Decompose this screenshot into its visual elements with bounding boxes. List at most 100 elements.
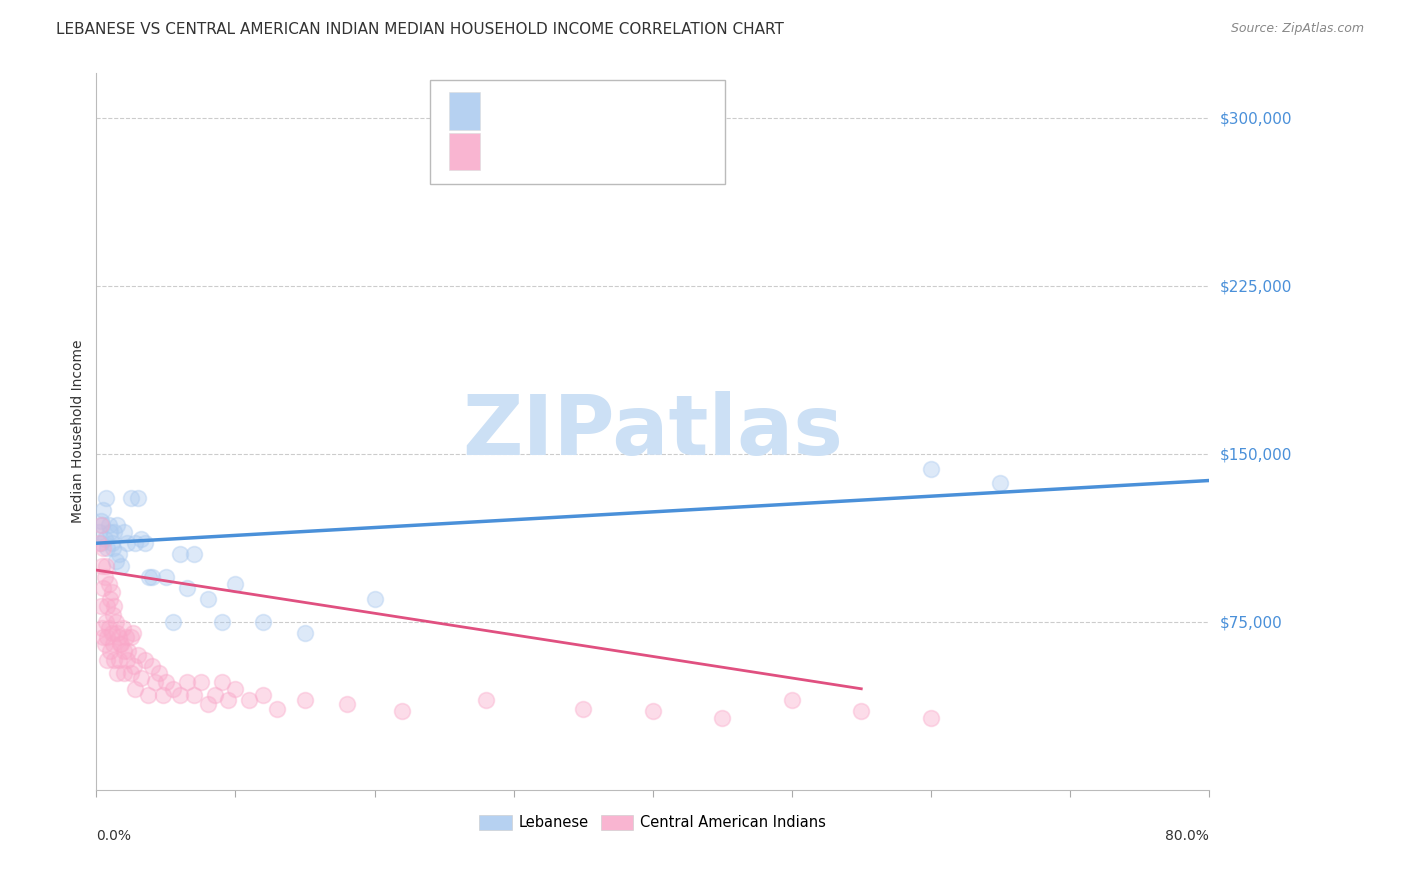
Point	[107, 630, 129, 644]
Point	[110, 637, 132, 651]
Point	[572, 702, 595, 716]
Text: 80.0%: 80.0%	[1166, 829, 1209, 843]
Point	[474, 693, 496, 707]
Point	[148, 666, 170, 681]
Point	[100, 625, 122, 640]
Point	[920, 462, 942, 476]
Point	[363, 592, 385, 607]
Point	[641, 704, 664, 718]
Point	[120, 491, 142, 506]
Point	[162, 615, 184, 629]
FancyBboxPatch shape	[449, 133, 481, 170]
Point	[134, 536, 156, 550]
Point	[112, 524, 135, 539]
Point	[94, 615, 117, 629]
Point	[96, 630, 118, 644]
Point	[112, 643, 135, 657]
Point	[141, 570, 163, 584]
Point	[124, 681, 146, 696]
Point	[224, 681, 246, 696]
Point	[100, 585, 122, 599]
Point	[115, 653, 138, 667]
Point	[127, 491, 149, 506]
Point	[89, 518, 111, 533]
Point	[101, 541, 124, 555]
Point	[211, 615, 233, 629]
Point	[183, 689, 205, 703]
Point	[121, 625, 143, 640]
Point	[98, 592, 121, 607]
Point	[103, 599, 125, 613]
Point	[100, 536, 122, 550]
Point	[93, 637, 115, 651]
Point	[105, 518, 128, 533]
Text: R = -0.548   N = 75: R = -0.548 N = 75	[494, 145, 637, 160]
Point	[107, 653, 129, 667]
Point	[105, 666, 128, 681]
Point	[155, 675, 177, 690]
Point	[920, 711, 942, 725]
Point	[294, 625, 316, 640]
Point	[336, 698, 359, 712]
Point	[780, 693, 803, 707]
Point	[89, 514, 111, 528]
Point	[89, 599, 111, 613]
Point	[183, 548, 205, 562]
Point	[112, 666, 135, 681]
Point	[120, 630, 142, 644]
Point	[162, 681, 184, 696]
Point	[711, 711, 734, 725]
Point	[94, 558, 117, 573]
Point	[90, 621, 112, 635]
Point	[238, 693, 260, 707]
Point	[94, 491, 117, 506]
Point	[93, 570, 115, 584]
Point	[114, 630, 136, 644]
Point	[152, 689, 174, 703]
Point	[988, 475, 1011, 490]
Point	[120, 666, 142, 681]
Point	[90, 558, 112, 573]
Point	[252, 689, 274, 703]
Point	[91, 502, 114, 516]
Point	[294, 693, 316, 707]
Y-axis label: Median Household Income: Median Household Income	[72, 340, 86, 523]
Point	[101, 637, 124, 651]
Point	[176, 581, 198, 595]
Point	[115, 536, 138, 550]
Point	[391, 704, 413, 718]
Point	[169, 548, 191, 562]
Text: Source: ZipAtlas.com: Source: ZipAtlas.com	[1230, 22, 1364, 36]
Point	[136, 689, 159, 703]
Point	[110, 558, 132, 573]
Point	[129, 671, 152, 685]
Point	[91, 630, 114, 644]
Point	[101, 607, 124, 622]
FancyBboxPatch shape	[449, 93, 481, 129]
Point	[97, 518, 120, 533]
Point	[89, 536, 111, 550]
Point	[104, 615, 127, 629]
Point	[127, 648, 149, 663]
Point	[211, 675, 233, 690]
Point	[155, 570, 177, 584]
Point	[89, 524, 111, 539]
Point	[90, 518, 112, 533]
Legend: Lebanese, Central American Indians: Lebanese, Central American Indians	[474, 809, 832, 836]
Point	[124, 536, 146, 550]
FancyBboxPatch shape	[430, 80, 725, 184]
Point	[190, 675, 212, 690]
Text: R =  0.056   N = 39: R = 0.056 N = 39	[494, 103, 636, 119]
Point	[103, 653, 125, 667]
Text: 0.0%: 0.0%	[97, 829, 131, 843]
Point	[103, 524, 125, 539]
Point	[138, 570, 160, 584]
Point	[96, 541, 118, 555]
Point	[176, 675, 198, 690]
Point	[98, 643, 121, 657]
Text: ZIPatlas: ZIPatlas	[463, 391, 844, 472]
Point	[266, 702, 288, 716]
Point	[197, 698, 219, 712]
Point	[204, 689, 226, 703]
Text: LEBANESE VS CENTRAL AMERICAN INDIAN MEDIAN HOUSEHOLD INCOME CORRELATION CHART: LEBANESE VS CENTRAL AMERICAN INDIAN MEDI…	[56, 22, 785, 37]
